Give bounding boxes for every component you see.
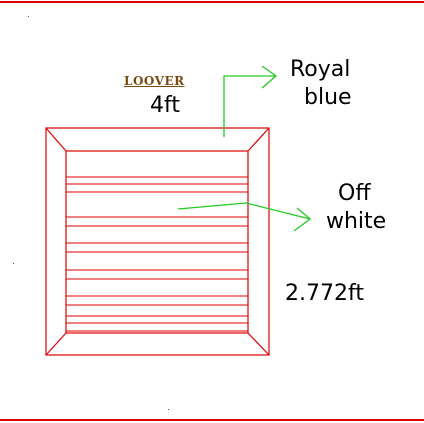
bottom-border-line <box>0 419 424 421</box>
slat-color-label: Off white <box>326 180 386 236</box>
louver-title: LOOVER <box>124 74 185 88</box>
frame-corner-top-right <box>247 127 270 152</box>
slat-color-line1: Off <box>338 181 371 206</box>
slat-color-arrow <box>177 202 312 232</box>
stray-dot <box>28 16 29 17</box>
width-dimension-label: 4ft <box>150 93 180 118</box>
height-dimension-label: 2.772ft <box>285 281 364 306</box>
louver-slat <box>65 269 249 280</box>
frame-color-line1: Royal <box>290 57 351 82</box>
frame-color-line2: blue <box>304 85 352 110</box>
louver-slat <box>65 216 249 227</box>
frame-color-label: Royal blue <box>290 56 352 112</box>
slat-color-line2: white <box>326 209 387 234</box>
louver-slat <box>65 242 249 253</box>
stray-dot <box>13 263 14 264</box>
louver-outer-frame <box>45 127 270 356</box>
frame-corner-bottom-left <box>45 332 67 356</box>
louver-slats <box>65 176 249 332</box>
stray-dot <box>168 409 169 410</box>
louver-slat <box>65 295 249 306</box>
frame-corner-bottom-right <box>247 332 270 356</box>
frame-corner-top-left <box>45 127 67 152</box>
frame-color-arrow <box>223 65 278 137</box>
louver-inner-frame <box>65 150 249 334</box>
top-border-line <box>0 1 424 3</box>
